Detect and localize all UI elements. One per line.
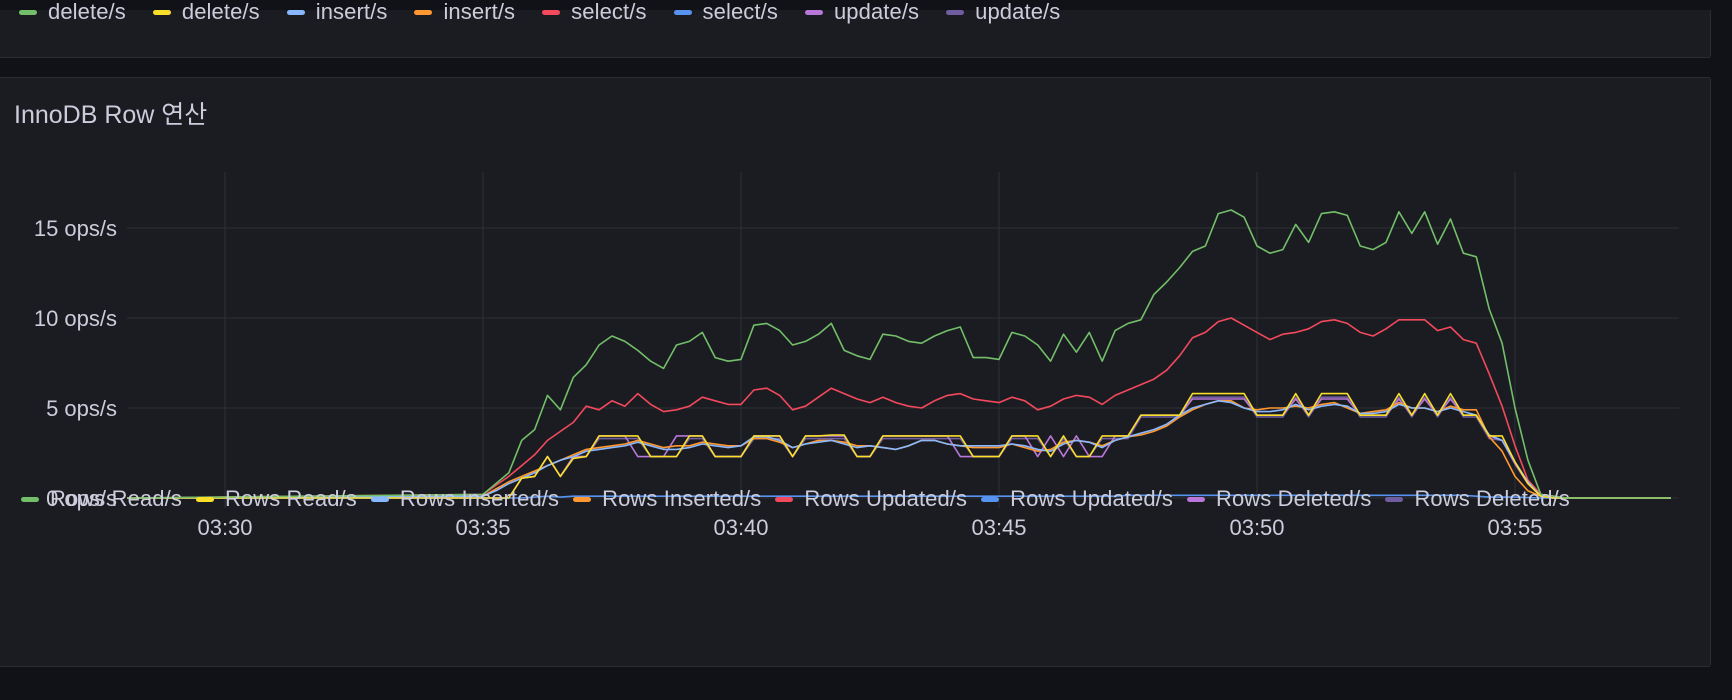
y-tick-label: 15 ops/s: [34, 216, 117, 241]
legend-color-swatch-icon: [981, 496, 1000, 502]
y-axis: 0 ops/s 5 ops/s 10 ops/s 15 ops/s: [34, 216, 117, 511]
legend-color-swatch-icon: [286, 9, 305, 15]
legend-color-swatch-icon: [370, 496, 389, 502]
x-tick-label: 03:30: [197, 515, 252, 540]
legend-color-swatch-icon: [19, 9, 37, 15]
series-line: [127, 494, 1671, 499]
legend-label: delete/s: [181, 0, 260, 24]
chart-grid: [127, 172, 1679, 508]
top-panel: delete/s delete/s insert/s insert/s select/s…: [0, 0, 1711, 58]
legend-item[interactable]: select/s: [673, 0, 778, 25]
legend-item[interactable]: insert/s: [286, 0, 388, 25]
legend-item[interactable]: Rows Updated/s: [775, 486, 967, 512]
chart-legend: Rows Read/s Rows Read/s Rows Inserted/s Row…: [21, 486, 1621, 512]
x-axis: 03:30 03:35 03:40 03:45 03:50 03:55: [197, 515, 1542, 540]
chart-series: [126, 209, 1671, 499]
legend-item[interactable]: Rows Updated/s: [981, 486, 1173, 512]
legend-color-swatch-icon: [673, 9, 692, 15]
y-tick-label: 0 ops/s: [46, 486, 117, 511]
legend-color-swatch-icon: [775, 496, 794, 502]
legend-item[interactable]: Rows Inserted/s: [573, 486, 761, 512]
legend-label: Rows Inserted/s: [602, 486, 762, 511]
legend-item[interactable]: update/s: [804, 0, 920, 25]
series-line: [126, 209, 1671, 499]
top-legend: delete/s delete/s insert/s insert/s select/s…: [19, 0, 1087, 25]
legend-color-swatch-icon: [573, 496, 592, 502]
x-tick-label: 03:35: [455, 515, 510, 540]
legend-label: delete/s: [48, 0, 126, 24]
legend-label: Rows Updated/s: [1010, 486, 1173, 511]
legend-item[interactable]: delete/s: [19, 0, 126, 25]
legend-label: update/s: [833, 0, 920, 24]
legend-color-swatch-icon: [946, 9, 965, 15]
legend-label: Rows Updated/s: [804, 486, 968, 511]
legend-label: insert/s: [315, 0, 388, 24]
legend-label: Rows Deleted/s: [1215, 486, 1372, 511]
y-tick-label: 10 ops/s: [34, 306, 117, 331]
legend-item[interactable]: Rows Deleted/s: [1186, 486, 1372, 512]
legend-label: select/s: [571, 0, 647, 24]
legend-item[interactable]: Rows Deleted/s: [1385, 486, 1570, 512]
legend-color-swatch-icon: [1186, 496, 1205, 502]
series-line: [126, 317, 1671, 499]
y-tick-label: 5 ops/s: [46, 396, 117, 421]
x-tick-label: 03:40: [713, 515, 768, 540]
legend-label: Rows Inserted/s: [399, 486, 560, 511]
legend-item[interactable]: insert/s: [414, 0, 515, 25]
legend-color-swatch-icon: [414, 9, 433, 15]
legend-item[interactable]: update/s: [946, 0, 1060, 25]
legend-label: select/s: [702, 0, 778, 24]
series-line: [126, 399, 1671, 499]
legend-label: Rows Read/s: [224, 486, 357, 511]
legend-color-swatch-icon: [542, 9, 561, 15]
x-tick-label: 03:55: [1487, 515, 1542, 540]
legend-label: insert/s: [443, 0, 516, 24]
innodb-row-operations-panel: InnoDB Row 연산: [0, 77, 1711, 667]
legend-color-swatch-icon: [1385, 496, 1404, 502]
legend-item[interactable]: Rows Inserted/s: [370, 486, 560, 512]
legend-label: Rows Read/s: [50, 486, 182, 511]
legend-item[interactable]: select/s: [542, 0, 646, 25]
panel-title: InnoDB Row 연산: [14, 101, 208, 129]
legend-label: Rows Deleted/s: [1414, 486, 1570, 511]
legend-item[interactable]: delete/s: [152, 0, 260, 25]
x-tick-label: 03:50: [1229, 515, 1284, 540]
legend-item[interactable]: Rows Read/s: [21, 486, 182, 512]
series-line: [127, 392, 1671, 499]
series-line: [126, 399, 1671, 499]
legend-label: update/s: [975, 0, 1061, 24]
legend-color-swatch-icon: [195, 496, 214, 502]
legend-item[interactable]: Rows Read/s: [195, 486, 357, 512]
x-tick-label: 03:45: [971, 515, 1026, 540]
legend-color-swatch-icon: [152, 9, 171, 15]
legend-color-swatch-icon: [21, 496, 39, 502]
legend-color-swatch-icon: [804, 9, 823, 15]
